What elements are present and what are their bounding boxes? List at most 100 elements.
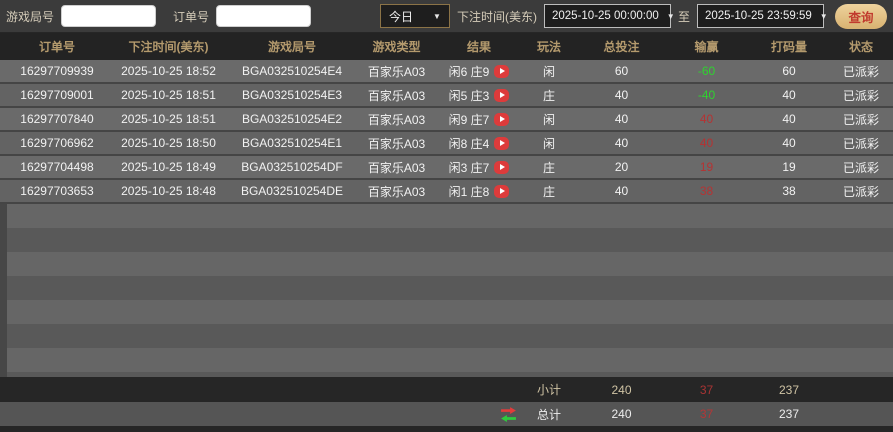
cell-order-no: 16297709001 — [20, 88, 94, 102]
table-row: 16297709001 2025-10-25 18:51 BGA03251025… — [0, 84, 893, 108]
play-icon[interactable] — [494, 88, 510, 102]
cell-play: 闲 — [542, 64, 555, 79]
col-header-order-no: 订单号 — [38, 40, 75, 54]
col-header-result: 结果 — [466, 40, 491, 54]
empty-rows-area — [7, 204, 893, 377]
total-total-bet: 240 — [611, 407, 632, 421]
cell-status: 已派彩 — [842, 160, 879, 175]
cell-bet-time: 2025-10-25 18:48 — [121, 184, 216, 198]
col-header-turnover: 打码量 — [770, 40, 807, 54]
cell-bet-time: 2025-10-25 18:49 — [121, 160, 216, 174]
total-win-loss: 37 — [699, 407, 714, 421]
cell-turnover: 40 — [782, 112, 796, 126]
play-icon[interactable] — [494, 136, 510, 150]
play-icon[interactable] — [494, 184, 510, 198]
cell-round-no: BGA032510254E3 — [241, 88, 343, 102]
play-icon[interactable] — [494, 64, 510, 78]
col-header-bet-time: 下注时间(美东) — [128, 40, 209, 54]
cell-total-bet: 40 — [614, 136, 629, 150]
cell-total-bet: 40 — [614, 112, 629, 126]
end-time-select[interactable]: 2025-10-25 23:59:59 ▼ — [697, 4, 828, 28]
cell-win-loss: -40 — [697, 88, 716, 102]
cell-win-loss: 40 — [699, 136, 714, 150]
cell-order-no: 16297706962 — [20, 136, 94, 150]
table-row: 16297709939 2025-10-25 18:52 BGA03251025… — [0, 60, 893, 84]
table-header: 订单号 下注时间(美东) 游戏局号 游戏类型 结果 玩法 总投注 输赢 打码量 … — [0, 33, 893, 60]
cell-game-type: 百家乐A03 — [367, 88, 426, 103]
cell-turnover: 40 — [782, 88, 796, 102]
subtotal-label: 小计 — [536, 383, 561, 397]
cell-turnover: 40 — [782, 136, 796, 150]
subtotal-turnover: 237 — [778, 382, 800, 397]
col-header-total-bet: 总投注 — [603, 40, 640, 54]
bottom-strip — [0, 426, 893, 432]
cell-play: 闲 — [542, 112, 555, 127]
cell-status: 已派彩 — [842, 64, 879, 79]
cell-play: 庄 — [542, 184, 555, 199]
filter-toolbar: 游戏局号 订单号 今日 ▼ 下注时间(美东) 2025-10-25 00:00:… — [0, 0, 893, 33]
cell-result: 闲1 庄8 — [439, 183, 519, 200]
cell-total-bet: 20 — [614, 160, 629, 174]
cell-game-type: 百家乐A03 — [367, 64, 426, 79]
cell-total-bet: 40 — [614, 88, 629, 102]
cell-bet-time: 2025-10-25 18:52 — [121, 64, 216, 78]
chevron-down-icon: ▼ — [819, 11, 828, 21]
cell-status: 已派彩 — [842, 136, 879, 151]
col-header-play: 玩法 — [536, 40, 561, 54]
table-body-wrap: 16297709939 2025-10-25 18:52 BGA03251025… — [0, 60, 893, 432]
col-header-round-no: 游戏局号 — [267, 40, 316, 54]
cell-order-no: 16297703653 — [20, 184, 94, 198]
cell-result: 闲5 庄3 — [439, 87, 519, 104]
cell-result: 闲6 庄9 — [439, 63, 519, 80]
subtotal-row: 小计 240 37 237 — [0, 377, 893, 402]
cell-result: 闲8 庄4 — [439, 135, 519, 152]
cell-round-no: BGA032510254E1 — [241, 136, 343, 150]
table-row: 16297704498 2025-10-25 18:49 BGA03251025… — [0, 156, 893, 180]
cell-status: 已派彩 — [842, 88, 879, 103]
cell-turnover: 19 — [782, 160, 796, 174]
cell-game-type: 百家乐A03 — [367, 136, 426, 151]
to-label: 至 — [677, 9, 690, 24]
game-round-label: 游戏局号 — [6, 9, 55, 24]
swap-icon[interactable] — [500, 406, 517, 422]
cell-order-no: 16297709939 — [20, 64, 94, 78]
start-time-select[interactable]: 2025-10-25 00:00:00 ▼ — [543, 4, 675, 28]
query-button[interactable]: 查询 — [835, 3, 887, 29]
game-round-input[interactable] — [61, 5, 157, 27]
cell-game-type: 百家乐A03 — [367, 184, 426, 199]
table-row: 16297707840 2025-10-25 18:51 BGA03251025… — [0, 108, 893, 132]
cell-play: 庄 — [542, 160, 555, 175]
cell-order-no: 16297704498 — [20, 160, 94, 174]
total-turnover: 237 — [778, 407, 800, 421]
cell-game-type: 百家乐A03 — [367, 112, 426, 127]
cell-win-loss: 40 — [699, 112, 714, 126]
cell-total-bet: 40 — [614, 184, 629, 198]
cell-bet-time: 2025-10-25 18:50 — [121, 136, 216, 150]
date-preset-select[interactable]: 今日 ▼ — [379, 4, 450, 28]
table-row: 16297706962 2025-10-25 18:50 BGA03251025… — [0, 132, 893, 156]
table-body: 16297709939 2025-10-25 18:52 BGA03251025… — [0, 60, 893, 204]
chevron-down-icon: ▼ — [433, 11, 441, 21]
total-label: 总计 — [536, 407, 561, 422]
play-icon[interactable] — [494, 160, 510, 174]
chevron-down-icon: ▼ — [666, 11, 675, 21]
cell-turnover: 38 — [782, 184, 796, 198]
cell-round-no: BGA032510254E4 — [241, 64, 343, 78]
order-no-input[interactable] — [216, 5, 312, 27]
cell-bet-time: 2025-10-25 18:51 — [121, 112, 216, 126]
cell-round-no: BGA032510254DE — [240, 184, 344, 198]
cell-bet-time: 2025-10-25 18:51 — [121, 88, 216, 102]
total-row: 总计 240 37 237 — [0, 402, 893, 426]
cell-status: 已派彩 — [842, 112, 879, 127]
table-row: 16297703653 2025-10-25 18:48 BGA03251025… — [0, 180, 893, 204]
cell-total-bet: 60 — [614, 64, 629, 78]
cell-result: 闲9 庄7 — [439, 111, 519, 128]
play-icon[interactable] — [494, 112, 510, 126]
cell-win-loss: -60 — [697, 64, 716, 78]
bet-time-label: 下注时间(美东) — [456, 9, 537, 24]
cell-play: 庄 — [542, 88, 555, 103]
subtotal-total-bet: 240 — [611, 382, 632, 397]
col-header-win-loss: 输赢 — [694, 40, 719, 54]
cell-round-no: BGA032510254E2 — [241, 112, 343, 126]
col-header-status: 状态 — [848, 40, 873, 54]
